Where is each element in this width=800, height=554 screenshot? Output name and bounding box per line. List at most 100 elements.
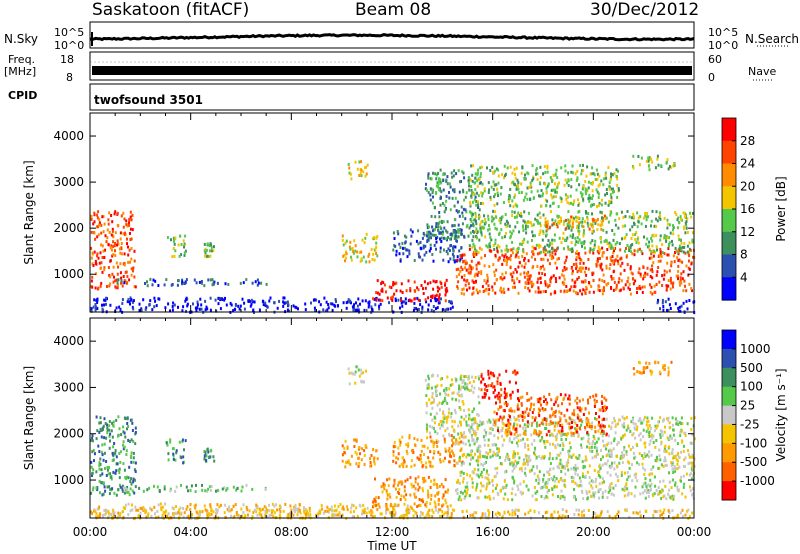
power-echo-cell — [487, 214, 490, 218]
velocity-echo-cell — [577, 433, 580, 437]
power-echo-cell — [655, 234, 658, 237]
power-echo-cell — [392, 281, 395, 284]
velocity-echo-cell — [577, 484, 580, 488]
velocity-echo-cell — [429, 431, 431, 435]
velocity-echo-cell — [638, 452, 641, 456]
power-echo-cell — [535, 167, 538, 171]
power-echo-cell — [672, 226, 675, 230]
power-echo-cell — [651, 244, 654, 248]
power-echo-cell — [507, 200, 510, 204]
velocity-echo-cell — [459, 449, 462, 453]
velocity-echo-cell — [360, 372, 363, 376]
velocity-echo-cell — [500, 488, 502, 492]
power-echo-cell — [512, 205, 515, 209]
power-echo-cell — [632, 166, 635, 170]
power-echo-cell — [580, 280, 583, 284]
power-echo-cell — [132, 299, 135, 303]
velocity-echo-cell — [599, 487, 602, 491]
power-echo-cell — [605, 188, 608, 191]
velocity-echo-cell — [112, 445, 115, 449]
power-echo-cell — [133, 249, 136, 253]
power-echo-cell — [345, 239, 348, 243]
power-echo-cell — [558, 181, 560, 185]
velocity-echo-cell — [458, 436, 461, 440]
power-echo-cell — [417, 288, 420, 292]
velocity-echo-cell — [412, 508, 415, 512]
velocity-echo-cell — [461, 385, 464, 389]
power-echo-cell — [635, 241, 638, 244]
power-echo-cell — [491, 285, 494, 289]
power-echo-cell — [406, 248, 409, 252]
power-echo-cell — [437, 185, 439, 189]
power-echo-cell — [93, 250, 96, 254]
velocity-echo-cell — [465, 423, 468, 427]
velocity-echo-cell — [586, 445, 588, 449]
velocity-echo-cell — [582, 497, 585, 501]
power-echo-cell — [677, 269, 680, 273]
velocity-echo-cell — [600, 448, 602, 452]
velocity-echo-cell — [609, 486, 612, 489]
velocity-echo-cell — [644, 496, 647, 500]
velocity-echo-cell — [674, 483, 676, 487]
power-y-tick-label: 3000 — [53, 175, 84, 189]
power-echo-cell — [334, 304, 337, 308]
velocity-echo-cell — [400, 462, 403, 466]
velocity-echo-cell — [122, 443, 124, 447]
power-echo-cell — [537, 277, 540, 281]
power-echo-cell — [586, 221, 589, 225]
velocity-echo-cell — [393, 440, 396, 444]
velocity-echo-cell — [438, 408, 441, 412]
power-echo-cell — [110, 233, 113, 237]
power-echo-cell — [608, 245, 611, 248]
velocity-echo-cell — [567, 453, 570, 457]
velocity-echo-cell — [479, 489, 482, 493]
power-echo-cell — [212, 249, 215, 253]
velocity-echo-cell — [638, 462, 641, 466]
velocity-echo-cell — [111, 487, 114, 491]
power-echo-cell — [149, 277, 152, 281]
velocity-echo-cell — [442, 410, 445, 414]
velocity-echo-cell — [133, 478, 136, 482]
velocity-echo-cell — [461, 400, 464, 403]
power-echo-cell — [587, 224, 590, 228]
power-echo-cell — [615, 283, 618, 287]
power-echo-cell — [541, 272, 544, 275]
power-echo-cell — [503, 291, 506, 294]
velocity-echo-cell — [397, 481, 400, 485]
power-echo-cell — [282, 304, 285, 308]
power-echo-cell — [323, 296, 326, 300]
power-echo-cell — [566, 289, 569, 293]
velocity-echo-cell — [527, 488, 530, 492]
power-echo-cell — [688, 250, 691, 254]
power-echo-cell — [481, 225, 484, 229]
power-echo-cell — [629, 267, 632, 271]
velocity-echo-cell — [130, 456, 132, 459]
velocity-echo-cell — [476, 449, 479, 453]
power-echo-cell — [478, 181, 481, 185]
power-echo-cell — [591, 248, 594, 252]
velocity-echo-cell — [680, 416, 683, 420]
velocity-echo-cell — [623, 417, 626, 421]
power-echo-cell — [529, 184, 532, 188]
velocity-echo-cell — [671, 478, 674, 482]
velocity-echo-cell — [102, 427, 105, 431]
power-echo-cell — [551, 242, 554, 246]
power-echo-cell — [474, 172, 477, 176]
velocity-echo-cell — [561, 423, 564, 427]
power-echo-cell — [578, 229, 581, 233]
power-echo-cell — [528, 185, 531, 189]
power-echo-cell — [589, 247, 592, 251]
power-echo-cell — [560, 166, 563, 170]
velocity-echo-cell — [497, 493, 500, 497]
velocity-echo-cell — [519, 482, 522, 486]
power-echo-cell — [666, 261, 669, 265]
power-echo-cell — [511, 210, 514, 214]
velocity-echo-cell — [652, 494, 655, 498]
power-echo-cell — [510, 181, 513, 185]
power-echo-cell — [647, 159, 650, 163]
velocity-echo-cell — [478, 377, 480, 381]
velocity-echo-cell — [535, 478, 538, 482]
velocity-echo-cell — [456, 492, 459, 495]
velocity-echo-cell — [598, 482, 601, 486]
power-echo-cell — [524, 195, 527, 199]
